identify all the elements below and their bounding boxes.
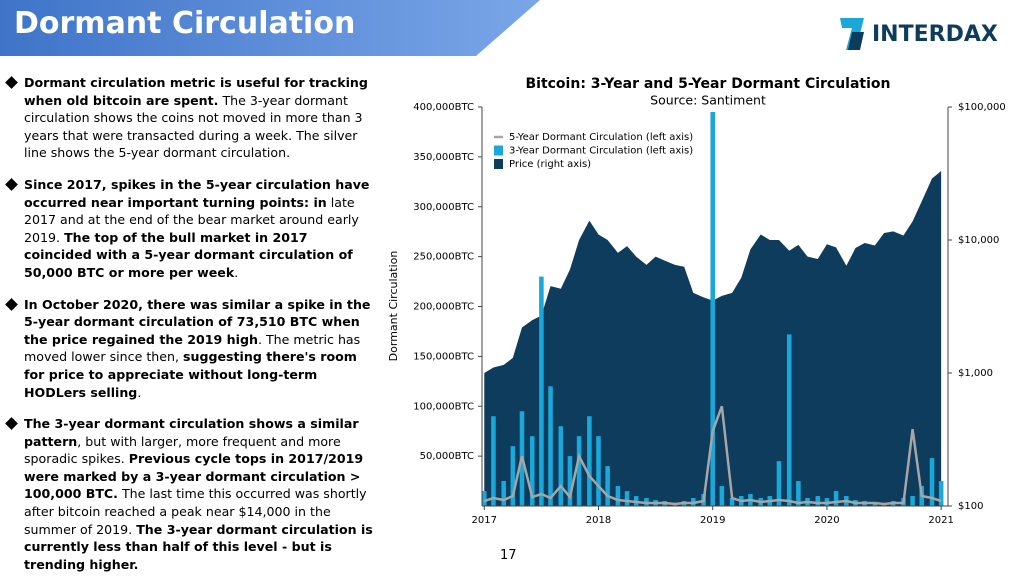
- bar: [576, 436, 582, 506]
- bar: [548, 386, 553, 506]
- x-tick-label: 2017: [472, 515, 497, 526]
- bullet: Since 2017, spikes in the 5-year circula…: [6, 176, 376, 282]
- bullet-text: Previous cycle tops in 2017/2019 were ma…: [24, 451, 364, 502]
- page-number: 17: [500, 548, 517, 563]
- line: [483, 405, 942, 506]
- y-tick-label: 150,000BTC: [413, 351, 474, 362]
- y2-tick-label: $1,000: [958, 368, 993, 379]
- bullet-list: Dormant circulation metric is useful for…: [6, 74, 376, 587]
- legend-label: Price (right axis): [509, 159, 591, 170]
- legend-swatch: [494, 159, 503, 169]
- y-tick-label: 250,000BTC: [413, 252, 474, 263]
- bullet-text: .: [137, 384, 142, 400]
- legend-label: 5-Year Dormant Circulation (left axis): [509, 132, 693, 143]
- bar: [624, 491, 630, 506]
- bar: [539, 276, 544, 506]
- bullet-text: . The metric has moved lower since then,: [24, 331, 361, 365]
- y-tick-label: 100,000BTC: [413, 401, 474, 412]
- bar: [482, 491, 487, 506]
- bullet-text: Since 2017, spikes in the 5-year circula…: [24, 176, 370, 210]
- bar: [558, 426, 564, 506]
- bullet-text: The 3-year dormant circulation is curren…: [24, 521, 373, 572]
- bullet: Dormant circulation metric is useful for…: [6, 74, 376, 162]
- bullet-text: late 2017 and at the end of the bear mar…: [24, 194, 359, 245]
- header-band: [0, 0, 540, 56]
- bar: [776, 461, 782, 506]
- bar: [510, 446, 516, 506]
- x-tick-label: 2021: [928, 515, 953, 526]
- bar: [796, 481, 801, 506]
- bar: [786, 334, 792, 506]
- bar: [501, 481, 506, 506]
- x-tick-label: 2018: [586, 515, 611, 526]
- bullet-text: The 3-year dormant circulation shows a s…: [24, 416, 359, 449]
- bar: [605, 466, 610, 506]
- bar: [596, 436, 601, 506]
- y-axis-label: Dormant Circulation: [387, 251, 400, 362]
- bullet-text: .: [234, 264, 239, 280]
- bar: [491, 416, 496, 506]
- bullet-text: The top of the bull market in 2017 coinc…: [24, 229, 353, 280]
- legend-label: 3-Year Dormant Circulation (left axis): [509, 146, 693, 157]
- bullet-text: The 3-year dormant circulation shows the…: [24, 92, 363, 161]
- bar: [587, 416, 592, 506]
- bar: [710, 111, 715, 507]
- bullet: The 3-year dormant circulation shows a s…: [6, 415, 376, 573]
- bar: [815, 496, 821, 506]
- header-shape: [0, 0, 540, 56]
- logo-icon: [848, 32, 864, 50]
- chart-title: Bitcoin: 3-Year and 5-Year Dormant Circu…: [525, 76, 890, 92]
- bar: [615, 486, 621, 506]
- logo-text: INTERDAX: [872, 22, 998, 47]
- bar: [529, 436, 535, 506]
- bar: [833, 491, 839, 506]
- bar: [567, 456, 573, 506]
- slide-title: Dormant Circulation: [14, 6, 356, 41]
- bar: [729, 498, 735, 506]
- y2-tick-label: $10,000: [958, 235, 999, 246]
- bullet-text: The last time this occurred was shortly …: [24, 486, 367, 537]
- bullet: In October 2020, there was similar a spi…: [6, 296, 376, 402]
- bar: [938, 481, 944, 506]
- bar: [929, 458, 935, 506]
- legend-swatch: [494, 145, 503, 156]
- x-tick-label: 2019: [700, 515, 725, 526]
- chart: Bitcoin: 3-Year and 5-Year Dormant Circu…: [387, 76, 1006, 526]
- bullet-text: Dormant circulation metric is useful for…: [24, 75, 368, 108]
- bullet-text: In October 2020, there was similar a spi…: [24, 296, 371, 347]
- chart-subtitle: Source: Santiment: [650, 93, 766, 108]
- y-tick-label: 300,000BTC: [413, 202, 474, 213]
- y-tick-label: 400,000BTC: [413, 102, 474, 113]
- y2-tick-label: $100: [958, 501, 983, 512]
- y-tick-label: 200,000BTC: [413, 302, 474, 313]
- bar: [910, 496, 915, 506]
- bullet-text: , but with larger, more frequent and mor…: [24, 433, 341, 467]
- logo: INTERDAX: [840, 18, 998, 50]
- y2-tick-label: $100,000: [958, 102, 1006, 113]
- x-tick-label: 2020: [814, 515, 839, 526]
- bar: [719, 486, 725, 506]
- y-tick-label: 50,000BTC: [420, 451, 474, 462]
- y-tick-label: 350,000BTC: [413, 152, 474, 163]
- bullet-text: suggesting there's room for price to app…: [24, 349, 357, 400]
